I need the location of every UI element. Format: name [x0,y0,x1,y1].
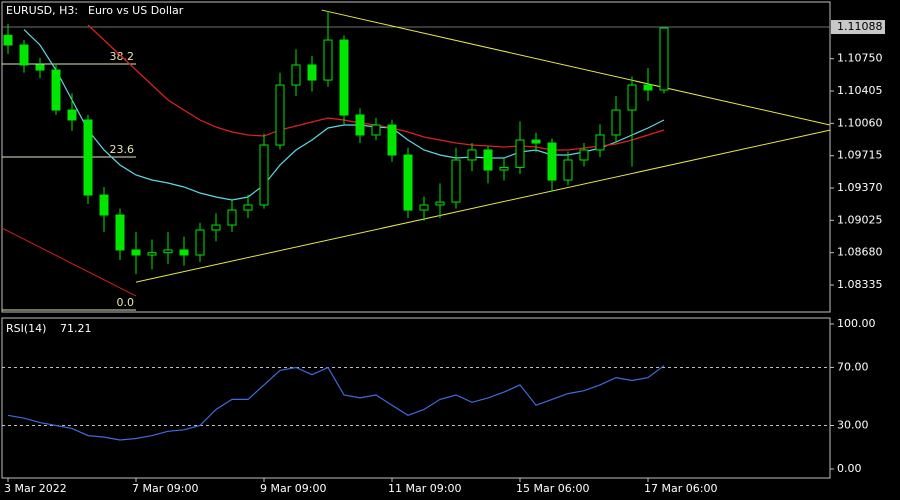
candle-body [499,166,509,171]
description: Euro vs US Dollar [88,4,184,17]
candle-body [307,64,317,81]
candle-body [131,249,141,256]
last-price-box [831,20,885,35]
y-tick-label: 1.10060 [837,116,883,129]
candle-body [435,201,445,206]
candle-body [115,214,125,251]
candle-body [339,39,349,116]
y-tick-label: 70.00 [837,360,869,373]
trendline [135,129,831,283]
y-tick-label: 100.00 [837,317,876,330]
y-tick-label: 1.10750 [837,52,883,65]
y-tick-label: 1.08680 [837,246,883,259]
rsi-title: RSI(14) [6,322,46,335]
candle-body [531,139,541,144]
x-tick-label: 15 Mar 06:00 [516,482,589,495]
candle-body [467,149,477,161]
fib-label: 0.0 [117,296,135,309]
candle-body [323,39,333,81]
candle-body [163,249,173,254]
y-tick-label: 1.09370 [837,181,883,194]
candle-body [99,194,109,216]
candle-body [419,204,429,211]
candle-body [19,44,29,66]
y-tick-label: 1.09025 [837,213,883,226]
x-tick-label: 3 Mar 2022 [4,482,67,495]
candle-body [451,159,461,203]
candle-body [355,114,365,136]
x-tick-label: 9 Mar 09:00 [260,482,326,495]
candle-body [179,249,189,256]
candle-body [3,34,13,46]
moving-average [23,29,665,201]
candle-body [371,124,381,136]
candle-body [643,84,653,91]
rsi-value: 71.21 [60,322,92,335]
x-tick-label: 17 Mar 06:00 [644,482,717,495]
candle-body [227,209,237,226]
rsi-frame [1,317,831,479]
candle-body [611,109,621,136]
candle-body [147,252,157,256]
candle-body [483,149,493,171]
candle-body [403,154,413,211]
trendline [321,9,831,126]
fib-label: 23.6 [110,143,135,156]
candle-body [259,144,269,206]
last-price-label: 1.11088 [837,20,883,33]
y-tick-label: 1.10405 [837,84,883,97]
candle-body [275,84,285,146]
candle-body [67,109,77,121]
candle-body [51,69,61,111]
rsi-line [7,365,665,441]
candle-body [579,149,589,161]
candle-body [35,64,45,71]
fib-diagonal [1,227,137,297]
candle-body [595,134,605,151]
candle-body [547,142,557,181]
candle-body [515,139,525,168]
y-tick-label: 1.08335 [837,278,883,291]
x-tick-label: 11 Mar 09:00 [388,482,461,495]
y-tick-label: 0.00 [837,462,862,475]
y-tick-label: 1.09715 [837,149,883,162]
candle-body [627,84,637,111]
y-tick-label: 30.00 [837,418,869,431]
candle-body [659,27,669,91]
candle-body [83,119,93,196]
candle-body [195,229,205,256]
symbol: EURUSD, H3: [6,4,78,17]
candle-body [243,204,253,211]
candle-body [211,224,221,231]
candle-body [563,159,573,181]
candle-body [387,124,397,156]
candle-body [291,64,301,86]
x-tick-label: 7 Mar 09:00 [132,482,198,495]
